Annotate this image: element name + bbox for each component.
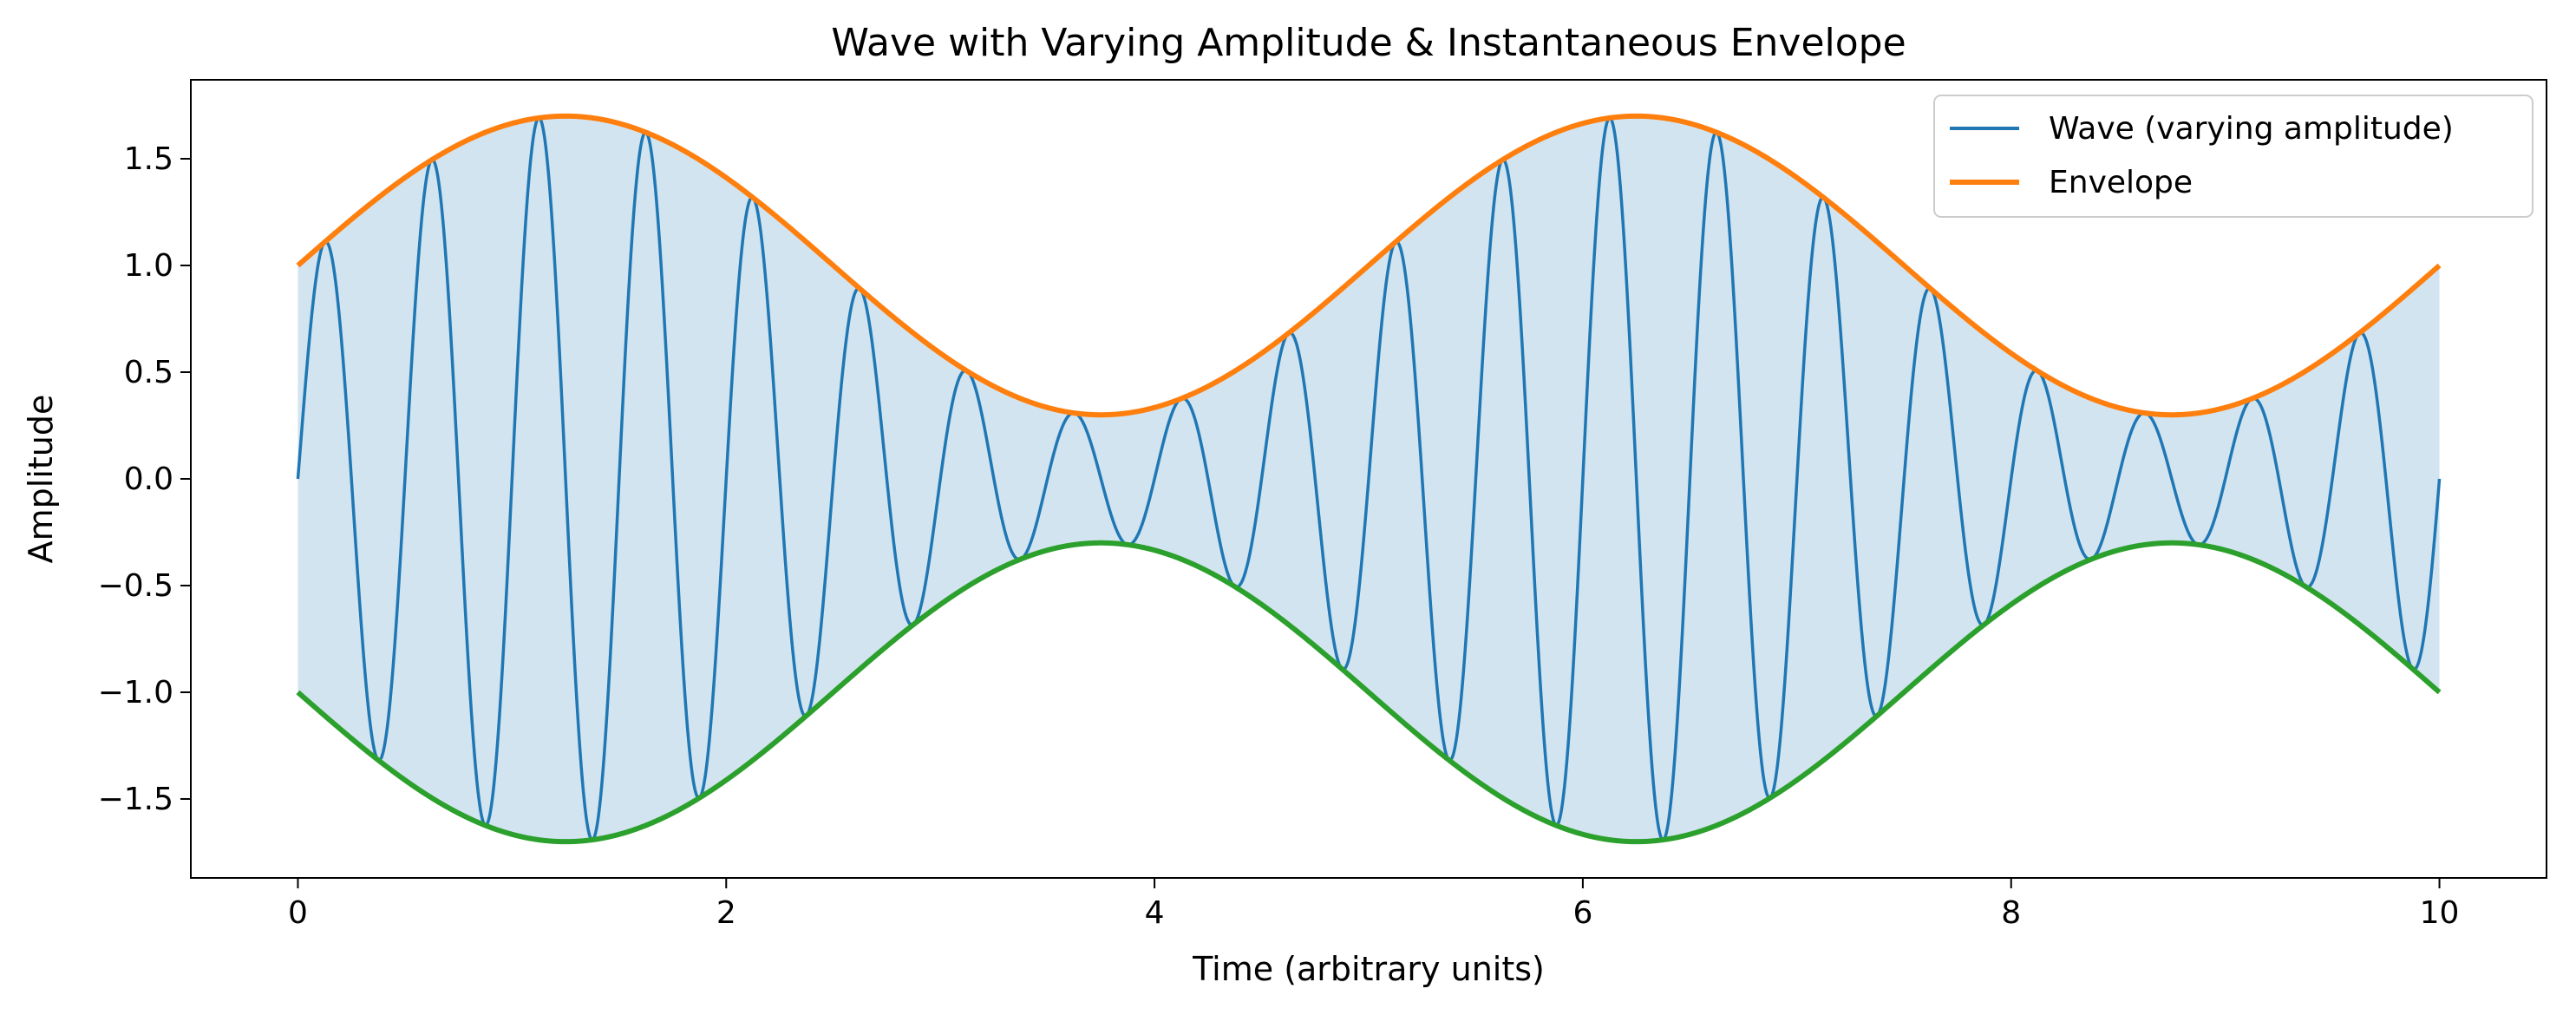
legend-label-wave: Wave (varying amplitude) (2049, 111, 2454, 147)
y-tick-label: 1.5 (124, 141, 173, 177)
legend: Wave (varying amplitude) Envelope (1933, 95, 2534, 218)
y-tick-label: 1.0 (124, 248, 173, 284)
x-tick-label: 4 (1145, 895, 1165, 931)
y-axis-label: Amplitude (22, 395, 60, 564)
legend-box (1933, 95, 2534, 218)
y-axis-ticks: −1.5 −1.0 −0.5 0.0 0.5 1.0 1.5 (98, 141, 191, 817)
legend-label-envelope: Envelope (2049, 165, 2193, 200)
lower-envelope-line (296, 540, 2442, 845)
plot-area (296, 113, 2442, 845)
upper-envelope-line (296, 113, 2442, 418)
wave-series-line (296, 116, 2442, 841)
x-tick-label: 2 (716, 895, 736, 931)
y-tick-label: −1.0 (98, 675, 173, 710)
axes-frame (190, 79, 2547, 879)
y-tick-label: −1.5 (98, 782, 173, 817)
x-axis-ticks: 0 2 4 6 8 10 (288, 878, 2459, 931)
y-tick-label: 0.5 (124, 355, 173, 390)
x-tick-label: 6 (1572, 895, 1592, 931)
y-tick-label: 0.0 (124, 462, 173, 497)
x-tick-label: 8 (2001, 895, 2021, 931)
y-tick-label: −0.5 (98, 568, 173, 604)
x-axis-label: Time (arbitrary units) (1192, 950, 1545, 988)
x-tick-label: 10 (2420, 895, 2460, 931)
x-tick-label: 0 (288, 895, 308, 931)
chart-title: Wave with Varying Amplitude & Instantane… (831, 21, 1906, 65)
